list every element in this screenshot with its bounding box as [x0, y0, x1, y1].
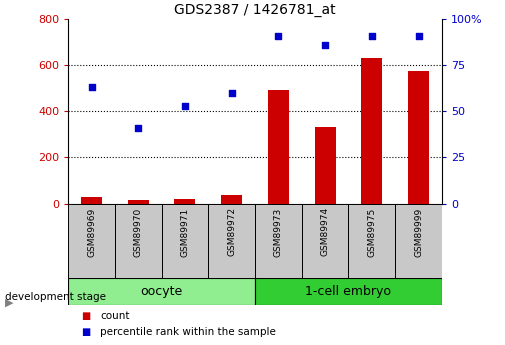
Point [274, 33, 282, 38]
Text: development stage: development stage [5, 292, 106, 302]
Bar [128, 200, 149, 204]
Point [368, 33, 376, 38]
Bar [361, 58, 382, 204]
Bar [208, 204, 255, 278]
Text: GSM89974: GSM89974 [321, 207, 330, 256]
Title: GDS2387 / 1426781_at: GDS2387 / 1426781_at [174, 2, 336, 17]
Bar [68, 204, 115, 278]
Text: GSM89975: GSM89975 [367, 207, 376, 257]
Bar [81, 197, 102, 204]
Text: 1-cell embryo: 1-cell embryo [306, 285, 391, 298]
Bar [115, 204, 162, 278]
Text: ▶: ▶ [5, 297, 14, 307]
Text: GSM89970: GSM89970 [134, 207, 143, 257]
Text: percentile rank within the sample: percentile rank within the sample [100, 327, 276, 337]
Point [321, 42, 329, 48]
Bar [315, 127, 336, 204]
Text: ■: ■ [81, 327, 90, 337]
Text: GSM89999: GSM89999 [414, 207, 423, 257]
Bar [302, 204, 348, 278]
Text: GSM89973: GSM89973 [274, 207, 283, 257]
Point [228, 90, 236, 96]
Bar [395, 204, 442, 278]
Text: ■: ■ [81, 311, 90, 321]
Point [415, 33, 423, 38]
Text: GSM89972: GSM89972 [227, 207, 236, 256]
Point [181, 103, 189, 108]
Bar [348, 204, 395, 278]
Bar [162, 204, 209, 278]
Bar [221, 196, 242, 204]
Text: count: count [100, 311, 129, 321]
Point [87, 85, 95, 90]
Bar [268, 90, 289, 204]
Text: oocyte: oocyte [140, 285, 183, 298]
Bar [408, 71, 429, 204]
Bar [255, 204, 302, 278]
Text: GSM89969: GSM89969 [87, 207, 96, 257]
Bar [174, 199, 195, 204]
Bar [255, 278, 442, 305]
Bar [68, 278, 255, 305]
Text: GSM89971: GSM89971 [180, 207, 189, 257]
Point [134, 125, 142, 131]
